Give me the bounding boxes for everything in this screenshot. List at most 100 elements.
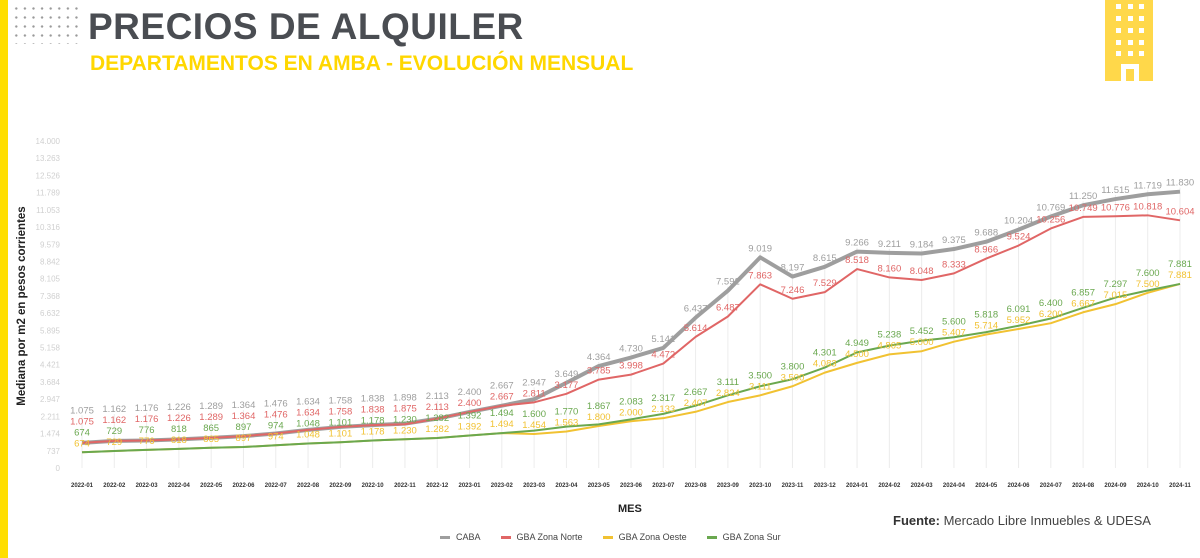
data-label: 1.867 xyxy=(587,401,611,412)
y-tick-label: 5.158 xyxy=(40,344,61,353)
x-tick-label: 2022-11 xyxy=(394,483,416,489)
data-label: 1.392 xyxy=(458,410,482,421)
data-label: 2.667 xyxy=(490,392,514,403)
data-label: 1.282 xyxy=(425,413,449,424)
data-label: 10.204 xyxy=(1004,216,1033,227)
data-label: 1.838 xyxy=(361,404,385,415)
data-label: 2.407 xyxy=(684,398,708,409)
data-label: 2.667 xyxy=(490,381,514,392)
data-label: 9.375 xyxy=(942,235,966,246)
data-label: 4.730 xyxy=(619,344,643,355)
data-label: 7.592 xyxy=(716,277,740,288)
y-tick-label: 3.684 xyxy=(40,378,61,387)
data-label: 897 xyxy=(236,433,252,444)
data-label: 3.500 xyxy=(748,370,772,381)
data-label: 1.178 xyxy=(361,426,385,437)
data-label: 8.333 xyxy=(942,259,966,270)
data-label: 9.019 xyxy=(748,243,772,254)
x-tick-label: 2023-02 xyxy=(491,483,514,489)
y-tick-label: 10.316 xyxy=(36,223,61,232)
legend-label: GBA Zona Sur xyxy=(722,532,781,542)
data-label: 1.101 xyxy=(328,428,352,439)
data-label: 865 xyxy=(203,434,219,445)
data-label: 1.454 xyxy=(522,420,546,431)
x-tick-label: 2024-03 xyxy=(911,483,934,489)
data-label: 8.518 xyxy=(845,255,869,266)
data-label: 7.015 xyxy=(1104,290,1128,301)
data-label: 1.476 xyxy=(264,398,288,409)
x-tick-label: 2022-05 xyxy=(200,483,223,489)
source-note: Fuente: Mercado Libre Inmuebles & UDESA xyxy=(893,513,1151,528)
data-label: 7.297 xyxy=(1104,279,1128,290)
data-label: 1.563 xyxy=(555,417,579,428)
legend-swatch xyxy=(706,535,717,539)
data-label: 4.500 xyxy=(845,349,869,360)
x-tick-label: 2023-04 xyxy=(555,483,578,489)
data-label: 6.667 xyxy=(1071,298,1095,309)
data-label: 1.800 xyxy=(587,412,611,423)
data-label: 1.634 xyxy=(296,408,320,419)
data-label: 6.200 xyxy=(1039,309,1063,320)
data-label: 6.437 xyxy=(684,304,708,315)
page-title: PRECIOS DE ALQUILER xyxy=(88,6,524,47)
data-label: 11.719 xyxy=(1134,180,1162,191)
legend-label: GBA Zona Oeste xyxy=(618,532,687,542)
data-label: 4.364 xyxy=(587,352,611,363)
data-label: 5.714 xyxy=(974,321,998,332)
data-label: 974 xyxy=(268,431,284,442)
line-chart: 0 737 1.474 2.211 2.947 3.684 4.421 5.158 5.895 6… xyxy=(36,137,1195,489)
y-tick-label: 14.000 xyxy=(36,137,61,146)
data-label: 5.452 xyxy=(910,326,934,337)
y-tick-label: 8.105 xyxy=(40,275,61,284)
data-label: 1.634 xyxy=(296,397,320,408)
data-label: 1.048 xyxy=(296,419,320,430)
data-label: 3.177 xyxy=(555,380,579,391)
series-line-gba-zona-norte xyxy=(81,214,1181,444)
data-label: 6.487 xyxy=(716,302,740,313)
x-tick-label: 2022-10 xyxy=(362,483,385,489)
y-tick-label: 1.474 xyxy=(40,430,61,439)
data-label: 1.770 xyxy=(555,406,579,417)
dot-pattern xyxy=(12,4,78,44)
data-label: 2.824 xyxy=(716,388,740,399)
data-label: 5.614 xyxy=(684,323,708,334)
data-label: 1.162 xyxy=(102,415,126,426)
data-label: 4.865 xyxy=(877,340,901,351)
data-label: 6.091 xyxy=(1007,304,1031,315)
data-label: 5.952 xyxy=(1007,315,1031,326)
data-label: 1.758 xyxy=(328,406,352,417)
data-label: 1.075 xyxy=(70,405,94,416)
data-label: 1.226 xyxy=(167,413,191,424)
x-tick-label: 2023-06 xyxy=(620,483,643,489)
y-tick-label: 2.947 xyxy=(40,395,61,404)
data-label: 1.364 xyxy=(232,411,256,422)
data-label: 2.113 xyxy=(426,402,449,413)
data-label: 9.524 xyxy=(1007,232,1031,243)
data-label: 5.141 xyxy=(651,334,675,345)
x-tick-label: 2024-05 xyxy=(975,483,998,489)
data-label: 9.266 xyxy=(845,238,869,249)
data-label: 5.818 xyxy=(974,310,998,321)
x-tick-label: 2023-11 xyxy=(782,483,804,489)
y-tick-label: 12.526 xyxy=(36,171,61,180)
data-label: 776 xyxy=(139,436,155,447)
data-label: 1.289 xyxy=(199,401,223,412)
data-label: 10.749 xyxy=(1069,203,1098,214)
data-label: 7.600 xyxy=(1136,268,1160,279)
data-label: 1.476 xyxy=(264,409,288,420)
data-label: 729 xyxy=(106,437,122,448)
data-label: 5.407 xyxy=(942,328,966,339)
x-tick-label: 2024-04 xyxy=(943,483,966,489)
data-label: 8.615 xyxy=(813,253,837,264)
legend-item-oeste: GBA Zona Oeste xyxy=(602,532,687,542)
legend-item-sur: GBA Zona Sur xyxy=(706,532,781,542)
y-tick-label: 11.789 xyxy=(36,189,60,198)
legend-swatch xyxy=(440,535,450,539)
data-label: 3.111 xyxy=(717,377,739,388)
data-label: 7.863 xyxy=(748,270,772,281)
x-tick-label: 2024-07 xyxy=(1040,483,1063,489)
legend-item-norte: GBA Zona Norte xyxy=(500,532,583,542)
data-label: 1.494 xyxy=(490,419,514,430)
x-tick-label: 2023-05 xyxy=(588,483,611,489)
x-tick-label: 2022-04 xyxy=(168,483,191,489)
